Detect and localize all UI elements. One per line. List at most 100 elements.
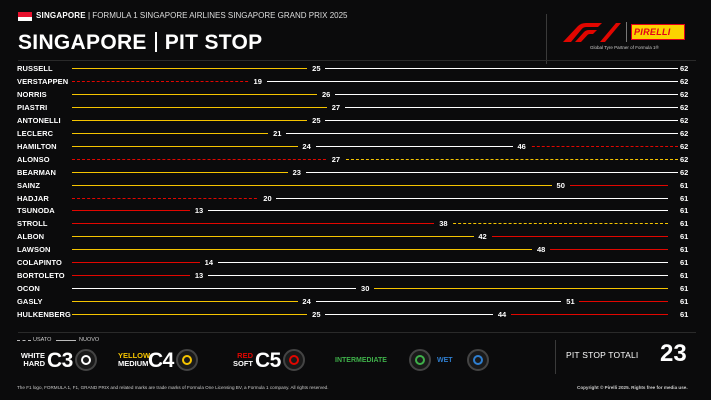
driver-row: LAWSON 48 61	[0, 243, 711, 256]
top-bar: SINGAPORE | FORMULA 1 SINGAPORE AIRLINES…	[0, 0, 711, 26]
driver-row: HAMILTON 24 46 62	[0, 140, 711, 153]
driver-name: VERSTAPPEN	[17, 76, 69, 86]
driver-row: NORRIS 26 62	[0, 88, 711, 101]
stint-medium-new	[72, 314, 317, 316]
singapore-flag-icon	[18, 12, 32, 21]
tyre-type-name: MEDIUM	[118, 359, 149, 368]
stint-hard-new	[199, 275, 669, 277]
final-lap: 62	[680, 115, 689, 125]
final-lap: 61	[680, 219, 689, 229]
driver-name: OCON	[17, 284, 40, 294]
driver-row: HULKENBERG 25 44 61	[0, 308, 711, 321]
stint-medium-new	[72, 132, 278, 134]
final-lap: 61	[680, 297, 689, 307]
tyre-color-name: YELLOW	[118, 351, 151, 360]
driver-name: COLAPINTO	[17, 258, 62, 268]
pit-lap-label: 30	[356, 284, 375, 294]
pit-lap-label: 25	[307, 310, 326, 320]
legend-rule	[18, 332, 696, 333]
stint-medium-new	[365, 288, 669, 290]
pit-lap-label: 25	[307, 64, 326, 73]
header-rule	[18, 60, 696, 61]
stint-soft-new	[72, 223, 444, 225]
final-lap: 61	[680, 245, 689, 255]
final-lap: 61	[680, 232, 689, 242]
driver-row: HADJAR 20 61	[0, 192, 711, 205]
tyre-compound-code: C4	[148, 349, 174, 372]
pirelli-logo: PIRELLI	[631, 24, 685, 40]
pit-lap-label: 23	[287, 167, 306, 177]
stint-soft-used	[72, 197, 268, 199]
stint-medium-used	[443, 223, 669, 225]
stint-soft-new	[560, 184, 669, 186]
final-lap: 62	[680, 167, 689, 177]
final-lap: 62	[680, 89, 689, 99]
driver-row: SAINZ 50 61	[0, 179, 711, 192]
driver-row: TSUNODA 13 61	[0, 204, 711, 217]
stint-soft-used	[521, 145, 678, 147]
hard-tyre-icon	[75, 349, 97, 371]
tyre-compound-code: C5	[255, 349, 281, 372]
driver-row: LECLERC 21 62	[0, 127, 711, 140]
wet-tyre-icon	[467, 349, 489, 371]
driver-name: PIASTRI	[17, 102, 48, 112]
stint-soft-new	[72, 262, 209, 264]
stint-soft-new	[482, 236, 669, 238]
stint-soft-new	[72, 275, 200, 277]
final-lap: 61	[680, 193, 689, 203]
pit-lap-label: 44	[493, 310, 512, 320]
stint-hard-new	[326, 93, 678, 95]
stint-hard-new	[277, 132, 678, 134]
final-lap: 61	[680, 180, 689, 190]
tyre-legend-item: WET	[437, 348, 547, 374]
stint-soft-used	[72, 158, 336, 160]
stint-hard-new	[257, 80, 678, 82]
stint-hard-new	[335, 106, 678, 108]
stint-soft-new	[541, 249, 669, 251]
used-line-sample	[17, 340, 31, 341]
new-line-sample	[56, 340, 76, 341]
pit-stop-totals-value: 23	[660, 340, 687, 367]
tyre-compound-name: RED SOFT	[225, 352, 253, 368]
tyre-type-name: HARD	[23, 359, 45, 368]
tyre-color-name: RED	[237, 351, 253, 360]
final-lap: 61	[680, 271, 689, 281]
stint-hard-new	[208, 262, 669, 264]
tyre-compound-name: WET	[437, 357, 453, 364]
driver-name: TSUNODA	[17, 206, 55, 216]
stint-medium-new	[72, 236, 483, 238]
stint-soft-new	[72, 210, 200, 212]
tyre-color-name: WHITE	[20, 351, 45, 360]
tyre-legend-item: RED SOFT C5	[225, 348, 335, 374]
driver-row: PIASTRI 27 62	[0, 101, 711, 114]
driver-row: ALBON 42 61	[0, 230, 711, 243]
final-lap: 61	[680, 258, 689, 268]
medium-tyre-icon	[176, 349, 198, 371]
tyre-type-name: SOFT	[233, 359, 253, 368]
country-label: SINGAPORE	[36, 11, 86, 20]
pit-lap-label: 50	[551, 180, 570, 190]
page-title: SINGAPORE PIT STOP	[18, 31, 262, 55]
stint-hard-new	[316, 314, 503, 316]
pit-lap-label: 42	[473, 232, 492, 242]
intermediate-tyre-icon	[409, 349, 431, 371]
stint-medium-used	[335, 158, 678, 160]
stint-hard-new	[316, 68, 678, 69]
pit-lap-label: 51	[561, 297, 580, 307]
pit-lap-label: 38	[434, 219, 453, 229]
final-lap: 62	[680, 102, 689, 112]
pit-lap-label: 24	[297, 297, 316, 307]
stint-medium-new	[72, 145, 307, 147]
title-country: SINGAPORE	[18, 31, 147, 54]
stint-hard-new	[296, 171, 678, 173]
driver-name: BEARMAN	[17, 167, 57, 177]
final-lap: 62	[680, 76, 689, 86]
header-divider	[546, 14, 547, 64]
driver-name: ALBON	[17, 232, 45, 242]
stint-hard-new	[306, 301, 571, 303]
stint-hard-new	[72, 288, 366, 290]
tyre-legend-item: INTERMEDIATE	[335, 348, 445, 374]
final-lap: 62	[680, 154, 689, 164]
driver-name: ANTONELLI	[17, 115, 61, 125]
pit-lap-label: 46	[512, 141, 531, 151]
